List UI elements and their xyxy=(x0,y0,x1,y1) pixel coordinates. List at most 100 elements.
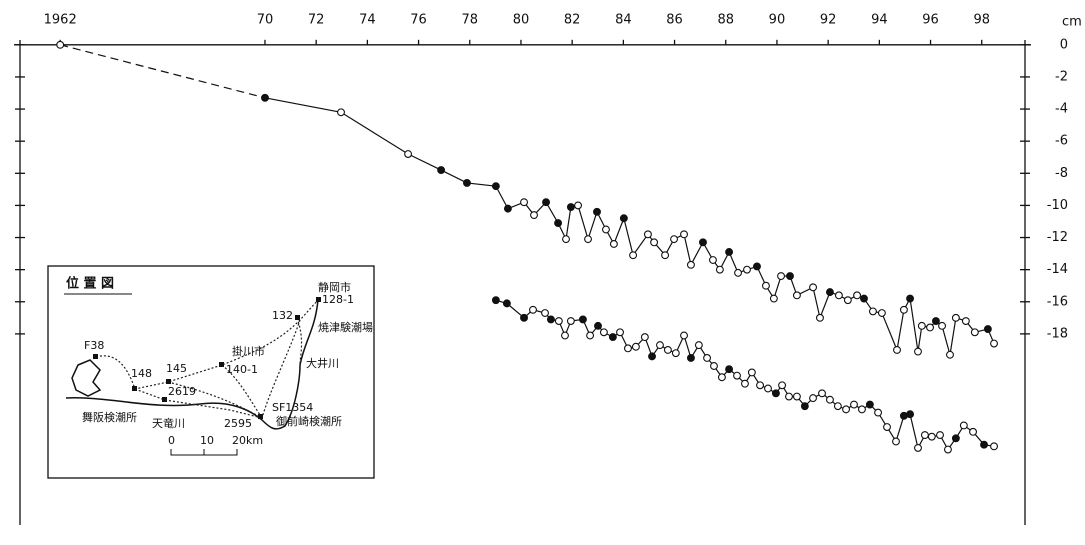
point xyxy=(554,219,563,228)
point xyxy=(663,346,672,354)
point xyxy=(853,291,862,300)
route xyxy=(134,317,303,419)
map-label: 2595 xyxy=(224,417,252,430)
map-label: 132 xyxy=(272,309,293,322)
point xyxy=(753,262,761,271)
point xyxy=(899,305,908,314)
point xyxy=(725,248,734,256)
point xyxy=(404,150,413,158)
point xyxy=(491,182,500,191)
point xyxy=(648,352,656,361)
map-label: 148 xyxy=(131,367,152,380)
point xyxy=(491,296,500,305)
point xyxy=(503,204,512,213)
point xyxy=(608,333,617,342)
point xyxy=(643,230,652,239)
x-tick-label: 1962 xyxy=(44,13,77,28)
point xyxy=(936,431,944,440)
point xyxy=(786,272,794,281)
point xyxy=(733,371,741,380)
map-label: 2619 xyxy=(168,385,196,398)
station xyxy=(316,297,321,302)
point xyxy=(530,211,538,219)
point xyxy=(619,214,628,223)
station xyxy=(219,362,224,367)
map-label: 128-1 xyxy=(322,293,354,306)
point xyxy=(437,166,446,175)
point xyxy=(850,400,858,409)
point xyxy=(725,365,734,374)
point xyxy=(883,423,891,431)
point xyxy=(818,389,826,398)
station xyxy=(93,354,98,359)
point xyxy=(917,321,926,330)
point xyxy=(778,381,787,390)
point xyxy=(834,291,843,300)
point xyxy=(951,434,960,443)
scale-label: 0 xyxy=(168,434,175,447)
point xyxy=(906,410,915,419)
point xyxy=(574,201,582,210)
dashed-line xyxy=(60,44,266,99)
point xyxy=(865,400,874,409)
point xyxy=(769,294,778,303)
point xyxy=(578,315,587,324)
point xyxy=(983,325,992,334)
y-tick-label: -2 xyxy=(1055,69,1068,84)
point xyxy=(816,313,824,322)
map-label: 御前崎検潮所 xyxy=(276,414,342,428)
point xyxy=(874,408,883,417)
point xyxy=(825,288,834,297)
point xyxy=(747,368,756,377)
point xyxy=(877,309,886,317)
point xyxy=(970,328,979,337)
point xyxy=(906,294,915,303)
map-label: F38 xyxy=(84,339,104,352)
point xyxy=(914,443,922,452)
map-title: 位 置 図 xyxy=(66,276,114,292)
point xyxy=(800,402,809,411)
point xyxy=(843,296,852,305)
point xyxy=(562,235,570,244)
x-tick-label: 98 xyxy=(973,13,990,28)
y-tick-label: -14 xyxy=(1047,262,1068,277)
point xyxy=(520,313,528,322)
map-label: 舞阪検潮所 xyxy=(82,410,137,424)
point xyxy=(926,323,934,332)
point xyxy=(931,317,940,325)
point xyxy=(943,445,952,454)
point xyxy=(463,178,471,187)
point xyxy=(761,281,770,290)
x-tick-label: 70 xyxy=(257,13,274,28)
point xyxy=(938,321,947,330)
lake xyxy=(71,359,102,397)
point xyxy=(717,373,726,382)
point xyxy=(785,392,793,401)
x-tick-label: 96 xyxy=(922,13,939,28)
point xyxy=(860,294,868,303)
location-map: 位 置 図 静岡市 128-1 132 焼津験潮場 掛川市 140-1 大井川 … xyxy=(47,265,375,479)
point xyxy=(990,339,998,348)
point xyxy=(686,354,695,362)
point xyxy=(703,354,712,362)
station xyxy=(132,386,137,391)
point xyxy=(741,379,749,388)
scale-label: 10 xyxy=(200,434,214,447)
point xyxy=(616,328,624,337)
point xyxy=(542,198,551,207)
point xyxy=(951,313,960,322)
point xyxy=(584,235,592,244)
x-tick-label: 88 xyxy=(717,13,734,28)
point xyxy=(520,198,528,207)
point xyxy=(920,431,929,440)
point xyxy=(764,384,772,393)
point xyxy=(661,251,670,260)
point xyxy=(561,331,569,340)
point xyxy=(686,260,695,269)
y-tick-label: -18 xyxy=(1047,326,1068,341)
map-label: 焼津験潮場 xyxy=(318,320,373,334)
point xyxy=(609,240,618,248)
point xyxy=(680,230,688,239)
point xyxy=(554,317,563,325)
x-tick-label: 90 xyxy=(769,13,786,28)
